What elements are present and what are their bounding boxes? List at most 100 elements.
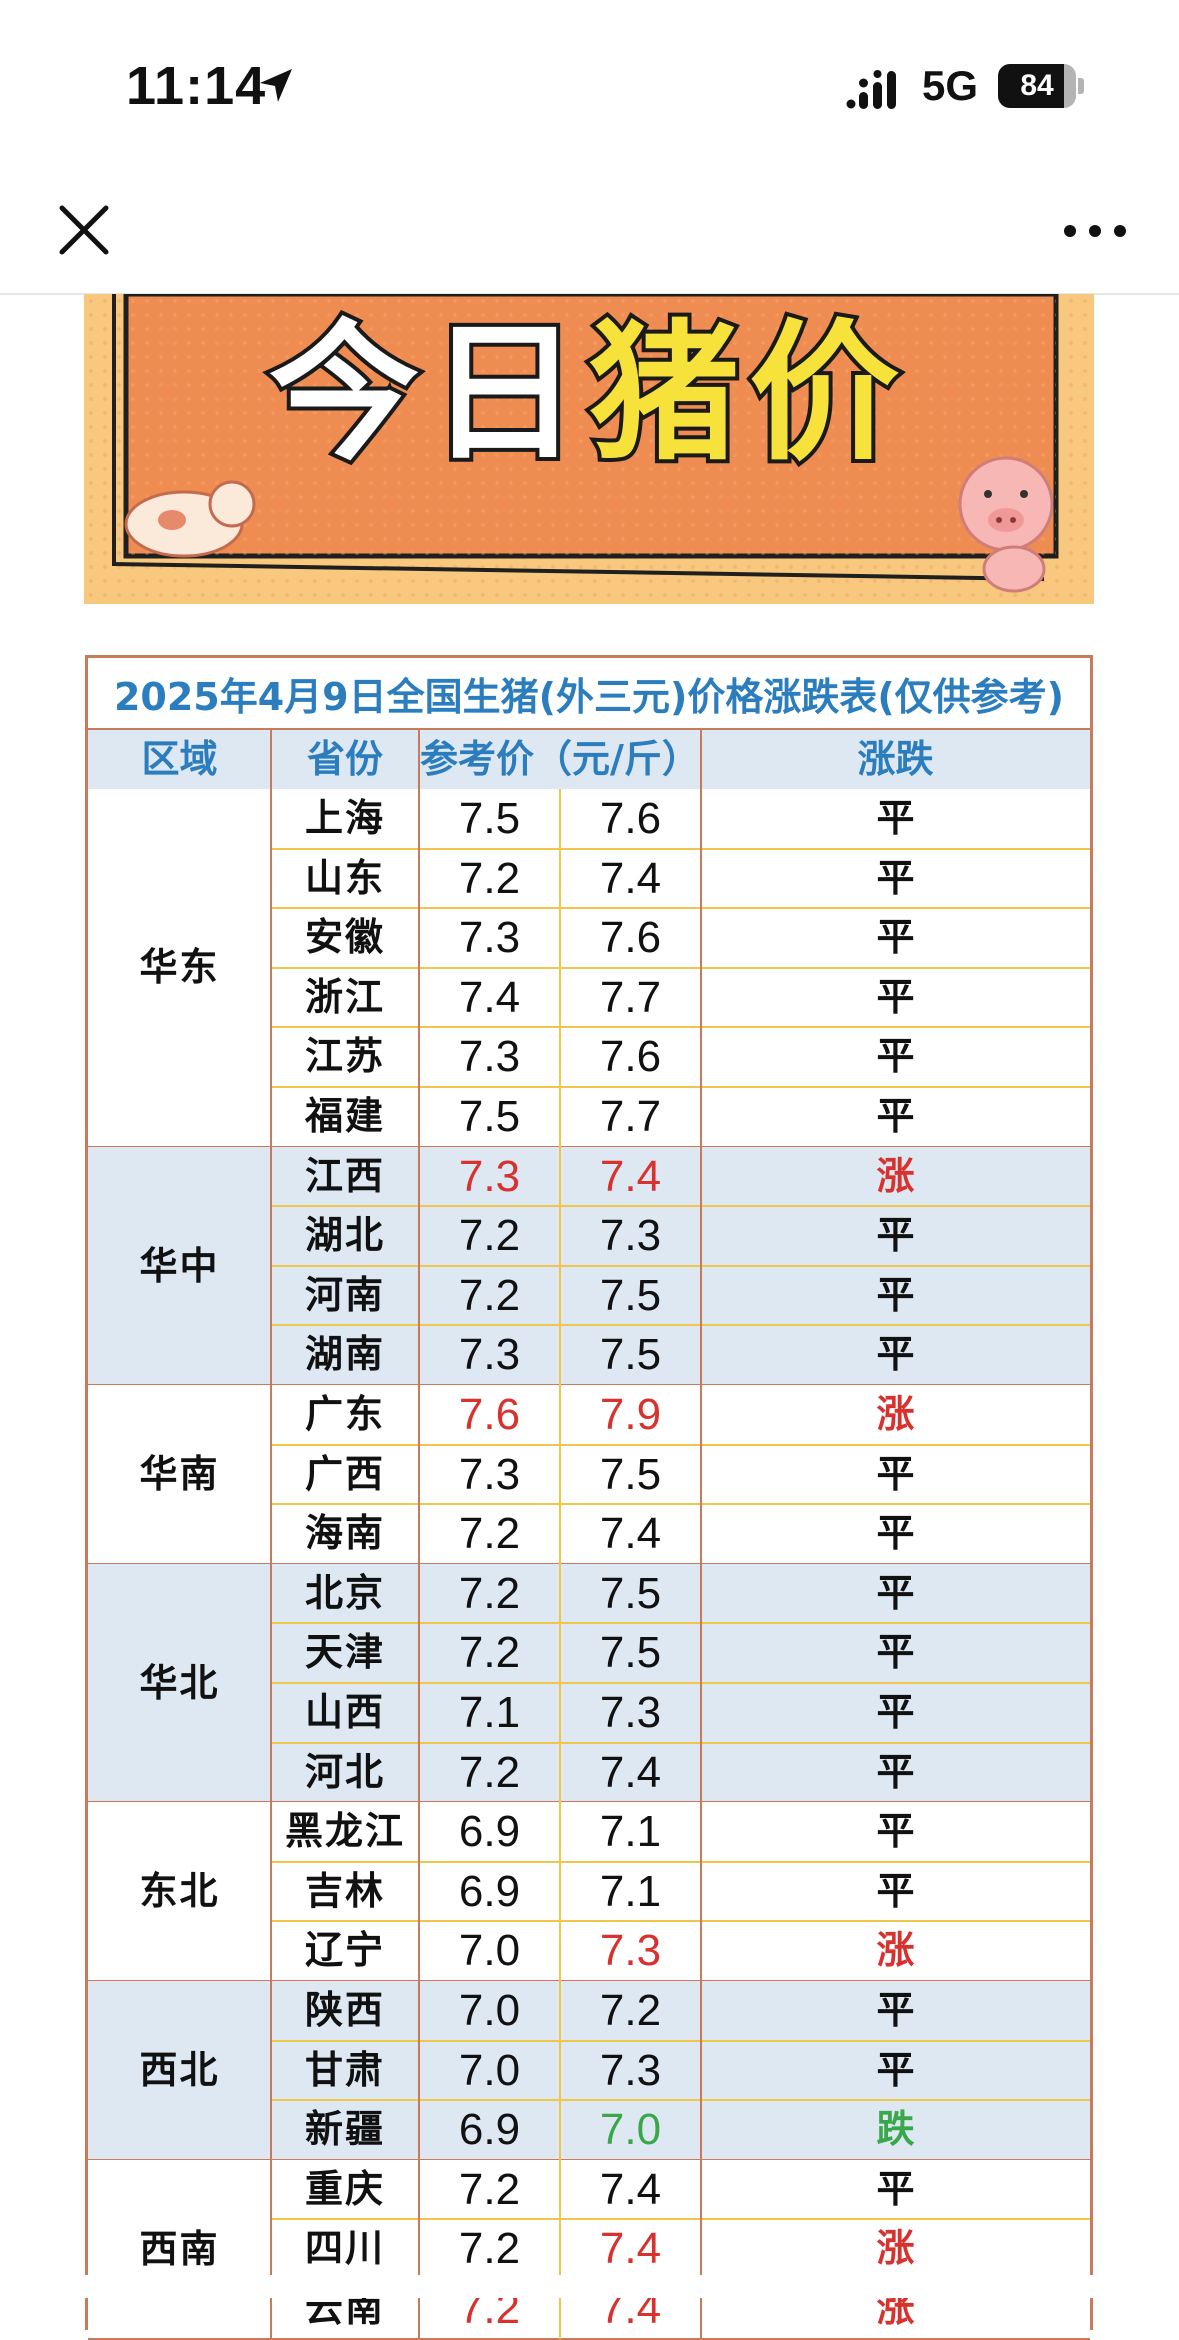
price-high-cell: 7.6 <box>599 794 662 843</box>
header-divider <box>418 730 420 789</box>
change-cell: 平 <box>876 2166 915 2211</box>
row-divider <box>271 1860 1090 1863</box>
table-row: 广西 7.3 7.5 平 <box>88 1445 1090 1504</box>
row-divider <box>271 1086 1090 1088</box>
price-high-cell: 7.5 <box>599 1449 662 1499</box>
province-cell: 北京 <box>304 1570 385 1615</box>
header-province: 省份 <box>306 737 383 781</box>
province-cell: 辽宁 <box>304 1928 385 1973</box>
battery-percent: 84 <box>1020 69 1054 102</box>
table-row: 山西 7.1 7.3 平 <box>88 1683 1090 1742</box>
change-cell: 涨 <box>876 1153 915 1198</box>
change-cell: 平 <box>876 1749 915 1794</box>
column-divider <box>559 789 561 2339</box>
province-cell: 河北 <box>304 1749 385 1794</box>
table-row: 甘肃 7.0 7.3 平 <box>88 2041 1090 2100</box>
price-high-cell: 7.4 <box>599 2164 662 2214</box>
price-low-cell: 7.2 <box>458 2224 521 2274</box>
region-label: 西南 <box>139 2226 220 2271</box>
region-group: 西北 陕西 7.0 7.2 平甘肃 7.0 7.3 平新疆 6.9 7.0 跌 <box>88 1981 1090 2160</box>
price-high-cell: 7.6 <box>599 1032 662 1082</box>
table-row: 广东 7.6 7.9 涨 <box>88 1385 1090 1444</box>
banner-title: 今日猪价 <box>84 294 1094 494</box>
province-cell: 浙江 <box>304 974 385 1019</box>
price-low-cell: 7.5 <box>458 1092 521 1141</box>
table-row: 河南 7.2 7.5 平 <box>88 1266 1090 1325</box>
price-high-cell: 7.0 <box>599 2105 662 2155</box>
row-divider <box>271 2099 1090 2102</box>
table-row: 天津 7.2 7.5 平 <box>88 1623 1090 1682</box>
group-divider <box>88 2337 1090 2340</box>
price-low-cell: 7.2 <box>458 853 521 903</box>
province-cell: 安徽 <box>304 915 385 960</box>
battery-icon: 84 <box>998 64 1076 108</box>
price-high-cell: 7.4 <box>599 853 662 903</box>
change-cell: 平 <box>876 1988 915 2032</box>
price-high-cell: 7.7 <box>599 1092 662 1141</box>
row-divider <box>271 1205 1090 1208</box>
table-row: 海南 7.2 7.4 平 <box>88 1504 1090 1563</box>
province-cell: 福建 <box>304 1094 385 1138</box>
table-row: 山东 7.2 7.4 平 <box>88 849 1090 908</box>
price-high-cell: 7.5 <box>599 1568 662 1618</box>
column-divider <box>270 789 272 2339</box>
change-cell: 平 <box>876 1332 915 1377</box>
province-cell: 四川 <box>304 2226 385 2271</box>
table-row: 湖北 7.2 7.3 平 <box>88 1206 1090 1265</box>
price-high-cell: 7.1 <box>599 1807 662 1857</box>
change-cell: 平 <box>876 1213 915 1258</box>
header-divider <box>700 730 702 789</box>
row-divider <box>271 966 1090 969</box>
header-change: 涨跌 <box>857 737 934 781</box>
province-cell: 广东 <box>304 1392 385 1436</box>
more-icon[interactable] <box>1060 203 1130 259</box>
row-divider <box>271 2039 1090 2042</box>
battery-fill <box>998 64 1064 108</box>
status-bar: 11:14 5G 84 <box>0 0 1179 175</box>
battery-cap <box>1078 78 1084 94</box>
price-high-cell: 7.5 <box>599 1330 662 1380</box>
banner-image: 今日猪价 <box>84 294 1094 604</box>
province-cell: 湖南 <box>304 1332 385 1377</box>
row-divider <box>271 1622 1090 1625</box>
price-high-cell: 7.7 <box>599 972 662 1022</box>
header-price: 参考价（元/斤） <box>420 737 700 781</box>
table-title: 2025年4月9日全国生猪(外三元)价格涨跌表(仅供参考) <box>85 655 1093 730</box>
price-high-cell: 7.3 <box>599 1687 662 1737</box>
row-divider <box>271 1026 1090 1029</box>
province-cell: 重庆 <box>304 2166 385 2211</box>
price-low-cell: 7.2 <box>458 1747 521 1797</box>
close-icon[interactable] <box>52 198 116 262</box>
region-group: 华南 广东 7.6 7.9 涨广西 7.3 7.5 平海南 7.2 7.4 平 <box>88 1385 1090 1564</box>
table-row: 黑龙江 6.9 7.1 平 <box>88 1802 1090 1861</box>
province-cell: 海南 <box>304 1511 385 1556</box>
price-high-cell: 7.5 <box>599 1628 662 1678</box>
battery-indicator: 84 <box>998 64 1084 108</box>
status-time: 11:14 <box>126 56 267 116</box>
table-row: 上海 7.5 7.6 平 <box>88 789 1090 848</box>
change-cell: 平 <box>876 1809 915 1854</box>
region-label: 华东 <box>139 945 220 989</box>
province-cell: 山东 <box>304 855 385 900</box>
price-low-cell: 7.3 <box>458 913 521 963</box>
price-high-cell: 7.5 <box>599 1270 662 1320</box>
change-cell: 平 <box>876 1094 915 1138</box>
price-low-cell: 7.0 <box>458 2045 521 2095</box>
price-low-cell: 6.9 <box>458 1807 521 1857</box>
province-cell: 江苏 <box>304 1034 385 1079</box>
price-high-cell: 7.9 <box>599 1390 662 1439</box>
column-divider <box>418 789 420 2339</box>
table-row: 江西 7.3 7.4 涨 <box>88 1147 1090 1206</box>
row-divider <box>271 2218 1090 2221</box>
province-cell: 上海 <box>304 796 385 840</box>
price-low-cell: 7.0 <box>458 1986 521 2035</box>
price-low-cell: 7.2 <box>458 1628 521 1678</box>
change-cell: 涨 <box>876 1928 915 1973</box>
row-divider <box>271 907 1090 910</box>
change-cell: 平 <box>876 1868 915 1913</box>
province-cell: 吉林 <box>304 1868 385 1913</box>
region-label: 华北 <box>139 1660 220 1705</box>
change-cell: 平 <box>876 1570 915 1615</box>
banner-graphic <box>84 294 1094 604</box>
change-cell: 涨 <box>876 2226 915 2271</box>
